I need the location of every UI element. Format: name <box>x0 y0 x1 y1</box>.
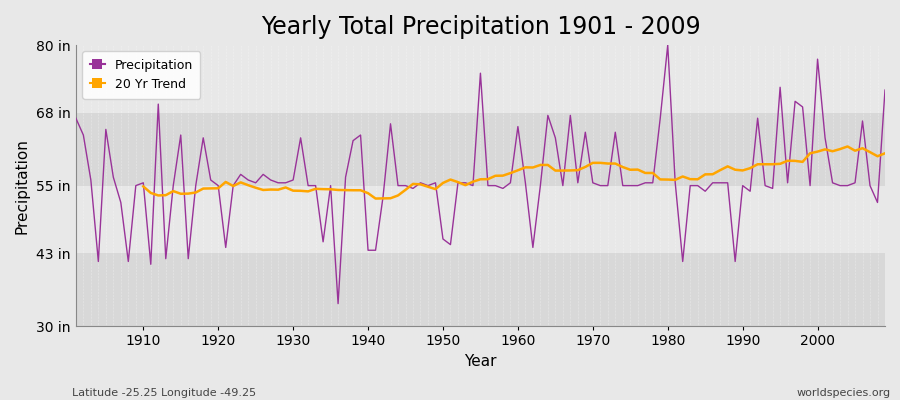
Legend: Precipitation, 20 Yr Trend: Precipitation, 20 Yr Trend <box>82 51 201 99</box>
X-axis label: Year: Year <box>464 354 497 369</box>
Text: worldspecies.org: worldspecies.org <box>796 388 891 398</box>
Bar <box>76 253 885 326</box>
Title: Yearly Total Precipitation 1901 - 2009: Yearly Total Precipitation 1901 - 2009 <box>261 15 700 39</box>
Bar <box>76 112 885 186</box>
Text: Latitude -25.25 Longitude -49.25: Latitude -25.25 Longitude -49.25 <box>72 388 256 398</box>
Y-axis label: Precipitation: Precipitation <box>15 138 30 234</box>
Bar <box>76 186 885 253</box>
Bar <box>76 45 885 112</box>
